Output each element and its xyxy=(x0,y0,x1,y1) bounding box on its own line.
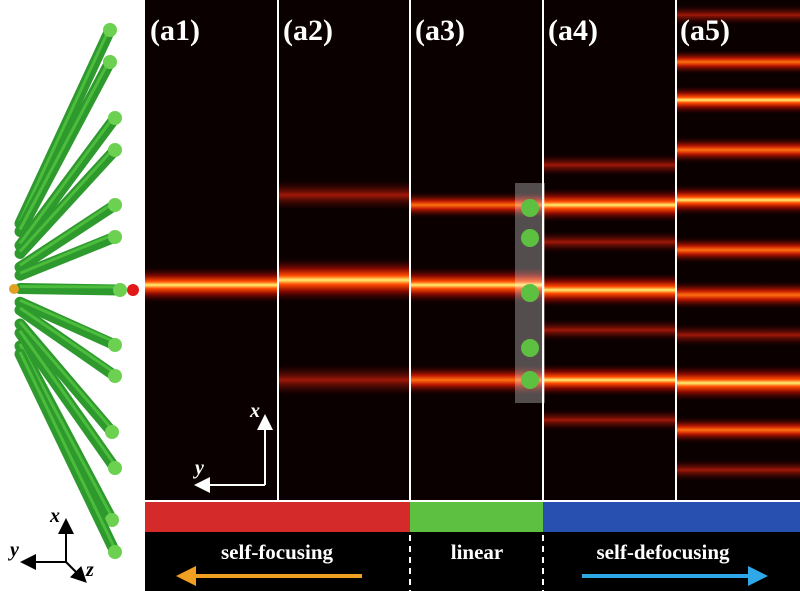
regime-bar xyxy=(543,502,800,532)
waveguide-end xyxy=(108,230,122,244)
regime-bar xyxy=(410,502,543,532)
beam-stripe xyxy=(278,180,410,210)
axis-label: x xyxy=(49,505,60,527)
beam-stripe xyxy=(676,50,800,74)
waveguide-end xyxy=(103,23,117,37)
regime-label: linear xyxy=(451,540,504,564)
axis-label: x xyxy=(249,400,260,422)
waveguide xyxy=(14,304,121,382)
beam-stripe xyxy=(543,273,676,307)
axis-label: z xyxy=(85,559,94,581)
waveguide-highlight xyxy=(18,351,117,550)
waveguide-end xyxy=(108,143,122,157)
waveguide-array xyxy=(14,23,127,559)
waveguide-highlight xyxy=(18,330,117,466)
waveguide-end xyxy=(108,198,122,212)
beam-stripe xyxy=(543,188,676,222)
waveguide-end xyxy=(113,283,127,297)
waveguide-end xyxy=(103,55,117,69)
beam-stripe xyxy=(676,237,800,263)
waveguide xyxy=(14,199,121,273)
beam-stripe xyxy=(543,409,676,431)
beam-stripe xyxy=(676,459,800,481)
beam-stripe xyxy=(676,324,800,346)
waveguide-highlight xyxy=(18,321,114,430)
panel-label: (a4) xyxy=(548,14,598,47)
beam-stripe xyxy=(410,192,543,218)
waveguide-end xyxy=(108,461,122,475)
regime-label: self-defocusing xyxy=(597,540,730,564)
red-dot xyxy=(127,284,139,296)
separators xyxy=(277,0,677,500)
beam-stripe xyxy=(676,185,800,215)
beam-stripe xyxy=(410,267,543,303)
regime-label: self-focusing xyxy=(221,540,333,564)
beam-stripe xyxy=(676,365,800,401)
waveguide xyxy=(14,296,121,351)
panel-label: (a3) xyxy=(415,14,465,47)
waveguide-highlight xyxy=(18,58,112,231)
waveguide xyxy=(14,231,121,281)
regime-bar xyxy=(145,502,410,532)
beam-stripe xyxy=(145,267,278,303)
axis-label: y xyxy=(193,457,204,479)
inset-axes xyxy=(194,414,273,493)
beam-stripe xyxy=(676,417,800,443)
regime-label-area xyxy=(145,532,800,591)
waveguide-highlight xyxy=(19,298,116,344)
waveguide-highlight xyxy=(19,306,116,375)
waveguide-highlight xyxy=(19,232,116,275)
waveguide-highlight xyxy=(18,343,114,518)
waveguide xyxy=(14,283,126,296)
beam-stripe xyxy=(543,319,676,341)
beam-stripe xyxy=(278,364,410,396)
site-dots xyxy=(521,199,539,389)
waveguide-end xyxy=(105,425,119,439)
beam-stripe xyxy=(543,231,676,253)
panel-label: (a5) xyxy=(680,14,730,47)
source-dot xyxy=(9,284,19,294)
beam-stripe xyxy=(676,86,800,114)
beam-stripe xyxy=(543,154,676,176)
waveguide-end xyxy=(108,545,122,559)
panel-label: (a1) xyxy=(150,14,200,47)
beam-stripe xyxy=(676,281,800,309)
panel-label: (a2) xyxy=(283,14,333,47)
beam-stripe xyxy=(676,5,800,25)
axis-label: y xyxy=(8,539,19,561)
beam-stripe xyxy=(278,258,410,302)
corner-axes xyxy=(20,518,87,583)
waveguide-highlight xyxy=(19,285,121,289)
beam-stripe xyxy=(676,137,800,163)
beams xyxy=(145,5,800,481)
waveguide-highlight xyxy=(18,145,117,253)
waveguide-end xyxy=(105,513,119,527)
beam-stripe xyxy=(543,364,676,396)
dividers xyxy=(409,535,544,591)
waveguide-highlight xyxy=(19,200,116,267)
waveguide-end xyxy=(108,338,122,352)
waveguide-highlight xyxy=(18,114,117,245)
beam-stripe xyxy=(410,365,543,395)
waveguide-end xyxy=(108,111,122,125)
waveguide-highlight xyxy=(18,26,112,223)
waveguide-end xyxy=(108,369,122,383)
